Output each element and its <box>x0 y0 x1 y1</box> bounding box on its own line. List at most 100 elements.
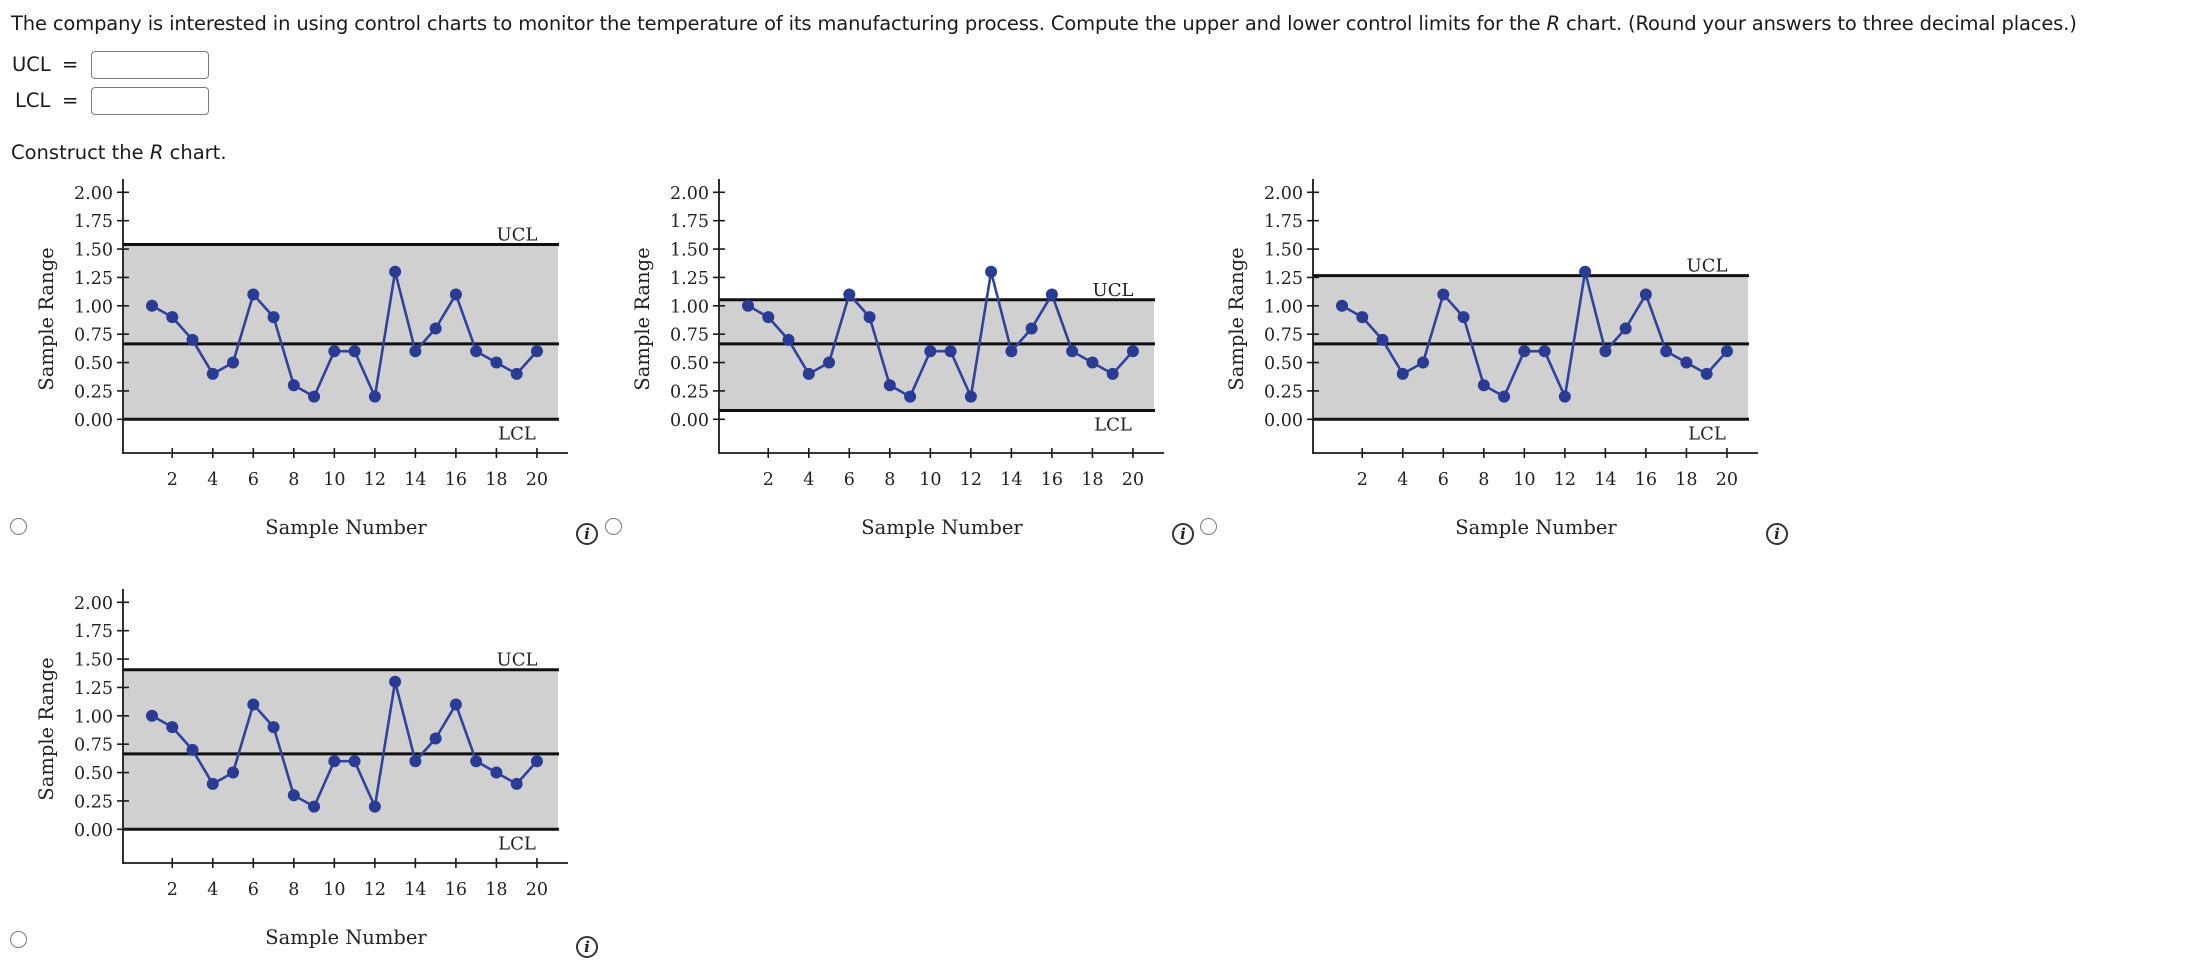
lcl-label: LCL <box>1094 415 1132 436</box>
data-point <box>389 675 402 688</box>
y-tick-label: 1.50 <box>670 241 709 261</box>
data-point <box>449 698 462 711</box>
data-point <box>1066 345 1079 358</box>
y-tick-label: 1.25 <box>1264 269 1303 289</box>
data-point <box>1045 288 1058 301</box>
data-point <box>166 311 179 324</box>
data-point <box>883 379 896 392</box>
data-point <box>146 709 158 722</box>
info-icon[interactable]: i <box>1766 523 1788 545</box>
data-point <box>348 345 361 358</box>
data-point <box>863 311 876 324</box>
x-axis-title: Sample Number <box>1455 516 1617 539</box>
y-tick-label: 1.00 <box>670 297 709 317</box>
y-axis-title: Sample Range <box>35 657 58 800</box>
data-point <box>1437 288 1450 301</box>
y-tick-label: 0.00 <box>1264 411 1303 431</box>
construct-text-part: Construct the <box>11 141 150 164</box>
option-radio-3[interactable] <box>1200 518 1217 535</box>
data-point <box>368 390 381 403</box>
y-tick-label: 1.75 <box>74 212 113 232</box>
x-tick-label: 18 <box>485 470 507 490</box>
data-point <box>782 333 795 346</box>
data-point <box>1376 333 1389 346</box>
y-tick-label: 1.75 <box>74 622 113 642</box>
option-radio-1[interactable] <box>10 518 27 535</box>
question-variable: R <box>1546 12 1561 35</box>
y-axis-title: Sample Range <box>631 247 654 390</box>
x-tick-label: 16 <box>1635 470 1657 490</box>
info-icon[interactable]: i <box>576 936 598 958</box>
y-tick-label: 1.50 <box>1264 241 1303 261</box>
x-tick-label: 20 <box>1122 470 1144 490</box>
y-tick-label: 1.50 <box>74 651 113 671</box>
x-tick-label: 8 <box>288 470 299 490</box>
lcl-input[interactable] <box>91 87 209 115</box>
x-axis-title: Sample Number <box>265 516 427 539</box>
data-point <box>206 777 219 790</box>
ucl-equals: = <box>62 53 79 76</box>
data-point <box>1477 379 1490 392</box>
data-point <box>328 345 341 358</box>
x-tick-label: 2 <box>1357 470 1368 490</box>
data-point <box>1086 356 1099 369</box>
data-point <box>1457 311 1470 324</box>
x-tick-label: 10 <box>323 470 345 490</box>
data-point <box>1660 345 1673 358</box>
ucl-label: UCL <box>1093 280 1134 301</box>
data-point <box>267 311 280 324</box>
data-point <box>1538 345 1551 358</box>
y-tick-label: 2.00 <box>1264 184 1303 204</box>
data-point <box>1599 345 1612 358</box>
data-point <box>843 288 856 301</box>
ucl-label: UCL <box>497 225 538 246</box>
data-point <box>287 379 300 392</box>
x-tick-label: 6 <box>844 470 855 490</box>
x-tick-label: 16 <box>1041 470 1063 490</box>
x-tick-label: 14 <box>1594 470 1616 490</box>
data-point <box>227 356 240 369</box>
y-tick-label: 0.50 <box>1264 354 1303 374</box>
info-icon[interactable]: i <box>1172 523 1194 545</box>
data-point <box>389 265 402 278</box>
ucl-label: UCL <box>497 650 538 671</box>
x-tick-label: 6 <box>248 470 259 490</box>
ucl-input[interactable] <box>91 51 209 79</box>
data-point <box>227 766 240 779</box>
data-point <box>1579 265 1592 278</box>
y-tick-label: 0.75 <box>74 326 113 346</box>
data-point <box>186 333 199 346</box>
data-point <box>985 265 998 278</box>
x-tick-label: 10 <box>1513 470 1535 490</box>
chart-option-1: 0.00 0.25 0.50 0.75 1.00 1.25 1.50 1.75 2.00 2 4 6 8… <box>0 0 598 545</box>
data-point <box>510 367 523 380</box>
data-point <box>1639 288 1652 301</box>
r-chart-2: 0.00 0.25 0.50 0.75 1.00 1.25 1.50 1.75 2.00 2 4 6 8… <box>631 179 1164 539</box>
control-band <box>719 299 1154 411</box>
data-point <box>247 288 260 301</box>
data-point <box>1680 356 1693 369</box>
x-tick-label: 4 <box>207 880 218 900</box>
y-axis-title: Sample Range <box>1225 247 1248 390</box>
info-icon[interactable]: i <box>576 523 598 545</box>
x-tick-label: 10 <box>919 470 941 490</box>
y-tick-label: 1.25 <box>74 679 113 699</box>
y-tick-label: 0.25 <box>670 382 709 402</box>
chart-option-2: 0.00 0.25 0.50 0.75 1.00 1.25 1.50 1.75 2.00 2 4 6 8… <box>596 0 1194 545</box>
y-tick-label: 0.50 <box>670 354 709 374</box>
y-tick-label: 0.00 <box>74 411 113 431</box>
data-point <box>490 766 503 779</box>
data-point <box>530 345 543 358</box>
y-tick-label: 1.00 <box>74 297 113 317</box>
x-tick-label: 2 <box>167 470 178 490</box>
y-tick-label: 0.50 <box>74 354 113 374</box>
y-tick-label: 0.25 <box>1264 382 1303 402</box>
option-radio-4[interactable] <box>10 931 27 948</box>
x-tick-label: 2 <box>763 470 774 490</box>
data-point <box>308 800 321 813</box>
ucl-label: UCL <box>1687 256 1728 277</box>
y-tick-label: 0.00 <box>74 821 113 841</box>
control-band <box>123 244 558 420</box>
x-tick-label: 12 <box>1554 470 1576 490</box>
option-radio-2[interactable] <box>605 518 622 535</box>
